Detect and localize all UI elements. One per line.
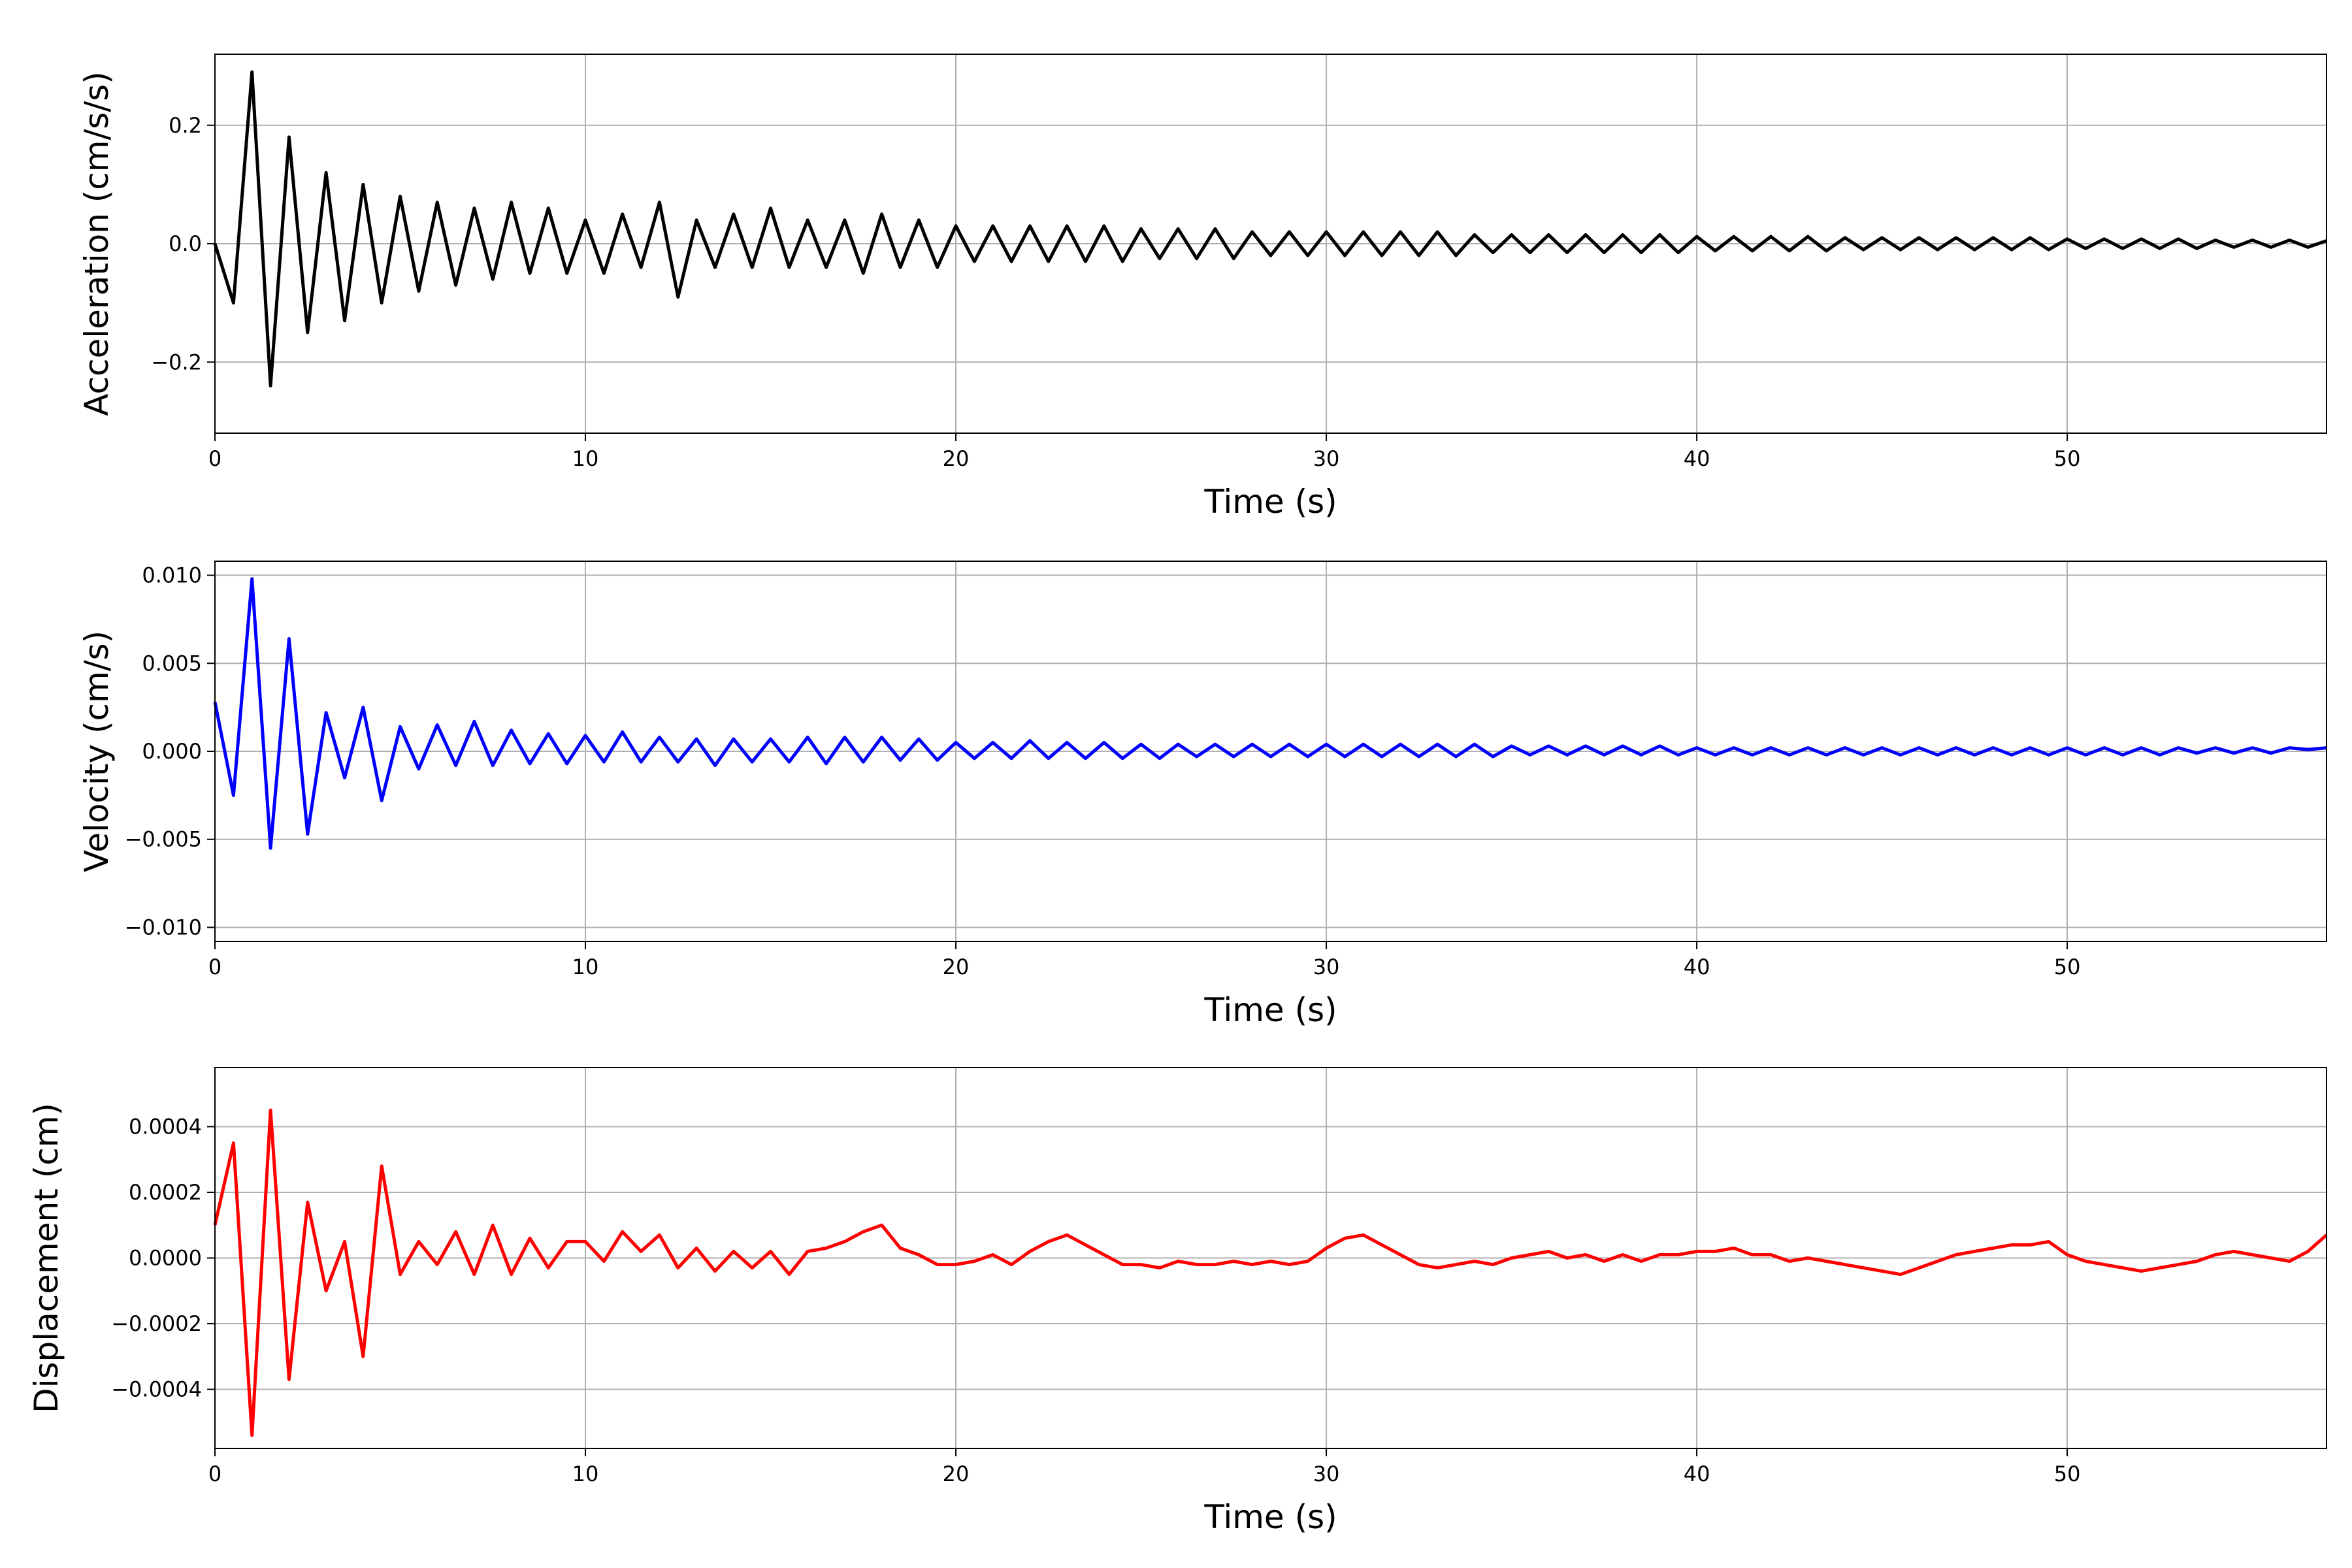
- x-tick-label: 20: [943, 1462, 970, 1486]
- y-axis-label: Velocity (cm/s): [78, 630, 116, 872]
- x-tick-label: 30: [1313, 1462, 1340, 1486]
- x-tick-label: 50: [2054, 446, 2081, 471]
- data-line: [213, 577, 2327, 850]
- plot-panel: 0 10 20 30 40 50 −0.2 0.0 0.2 Time (s) Acceleratio…: [78, 54, 2327, 521]
- x-tick-label: 10: [572, 446, 599, 471]
- x-tick-label: 40: [1684, 1462, 1710, 1486]
- y-tick-label: 0.2: [169, 113, 202, 138]
- y-tick-label: 0.005: [142, 651, 202, 676]
- x-tick-label: 0: [208, 955, 221, 979]
- y-axis-label: Acceleration (cm/s/s): [78, 71, 116, 416]
- x-tick-label: 30: [1313, 955, 1340, 979]
- y-tick-label: 0.0002: [129, 1180, 202, 1205]
- x-tick-label: 50: [2054, 955, 2081, 979]
- y-tick-label: 0.0: [169, 231, 202, 256]
- y-tick-label: 0.0004: [129, 1114, 202, 1139]
- y-tick-label: 0.000: [142, 739, 202, 764]
- x-axis-label: Time (s): [1203, 991, 1337, 1029]
- y-tick-label: −0.0004: [111, 1377, 202, 1402]
- y-tick-label: −0.010: [125, 915, 202, 939]
- x-tick-label: 10: [572, 955, 599, 979]
- plot-panel: 0 10 20 30 40 50 −0.010 −0.005 0.000 0.005 0.010 Ti…: [78, 561, 2327, 1029]
- y-tick-label: −0.0002: [111, 1311, 202, 1336]
- x-tick-label: 40: [1684, 955, 1710, 979]
- x-tick-label: 10: [572, 1462, 599, 1486]
- y-tick-label: −0.005: [125, 827, 202, 852]
- x-tick-label: 0: [208, 446, 221, 471]
- data-line: [213, 1108, 2328, 1437]
- plot-panel: 0 10 20 30 40 50 −0.0004 −0.0002 0.0000 0.0002 0.0…: [27, 1067, 2328, 1536]
- x-tick-label: 30: [1313, 446, 1340, 471]
- y-tick-label: 0.010: [142, 563, 202, 588]
- y-axis-label: Displacement (cm): [27, 1103, 65, 1413]
- data-line: [213, 70, 2327, 387]
- x-tick-label: 50: [2054, 1462, 2081, 1486]
- x-axis-label: Time (s): [1203, 1498, 1337, 1536]
- y-tick-label: −0.2: [151, 350, 202, 374]
- x-tick-label: 20: [943, 955, 970, 979]
- x-tick-label: 40: [1684, 446, 1710, 471]
- y-tick-label: 0.0000: [129, 1246, 202, 1271]
- x-tick-label: 0: [208, 1462, 221, 1486]
- x-tick-label: 20: [943, 446, 970, 471]
- x-axis-label: Time (s): [1203, 483, 1337, 521]
